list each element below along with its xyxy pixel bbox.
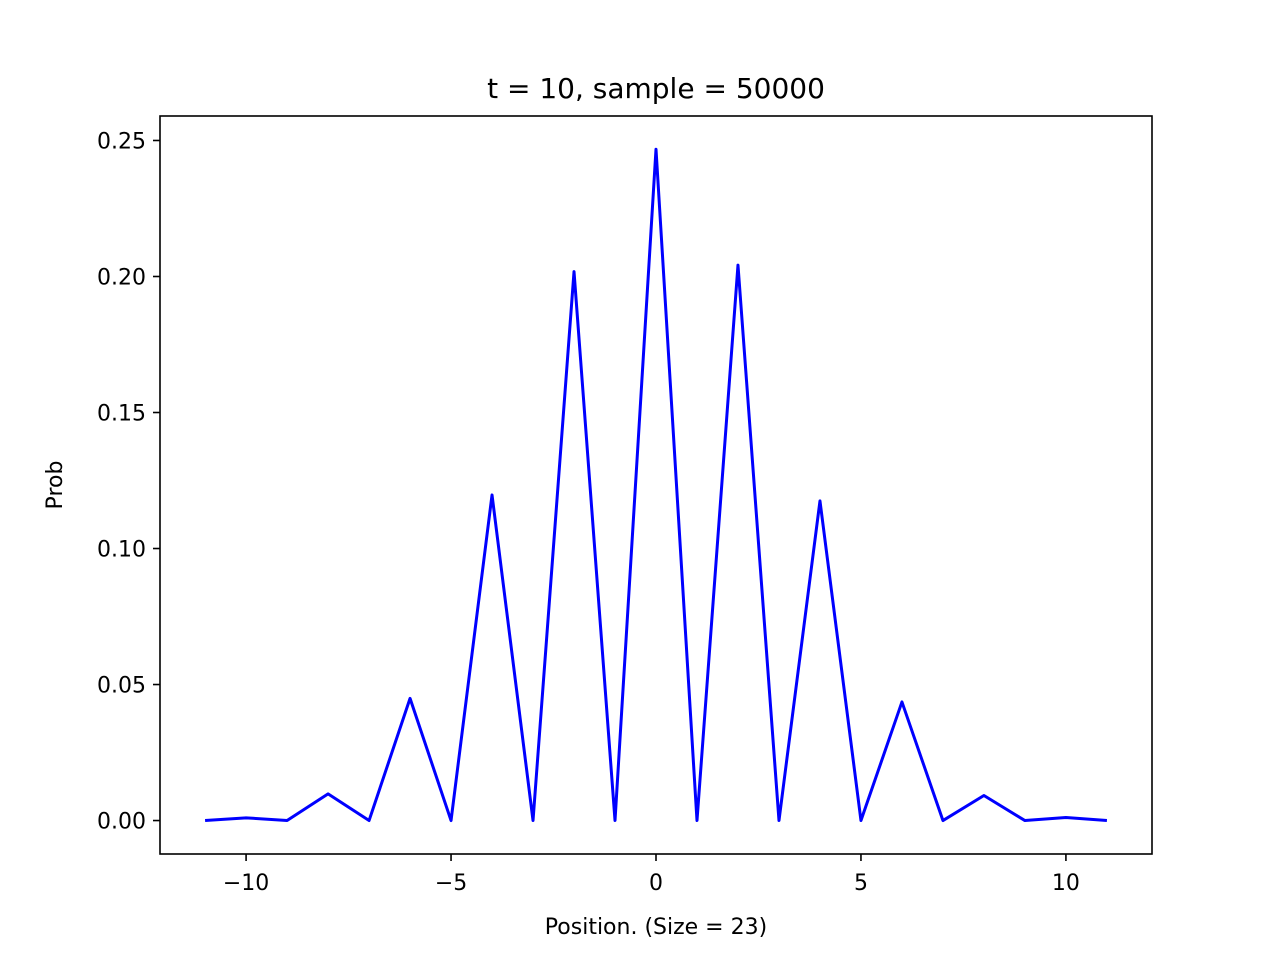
x-tick-label: 5 [854, 871, 868, 896]
plot-area-frame [159, 115, 1153, 855]
x-tick-label: 10 [1052, 871, 1080, 896]
y-tick-label: 0.25 [97, 129, 146, 154]
y-tick-label: 0.20 [97, 265, 146, 290]
x-tick-label: −5 [435, 871, 467, 896]
y-tick-label: 0.00 [97, 810, 146, 835]
x-axis-ticks: −10 −5 0 5 10 [223, 854, 1080, 896]
y-tick-label: 0.15 [97, 402, 146, 427]
x-axis-label: Position. (Size = 23) [545, 915, 767, 940]
y-axis-label: Prob [43, 461, 68, 510]
x-tick-label: −10 [223, 871, 269, 896]
series-lines [204, 147, 1108, 823]
x-tick-label: 0 [649, 871, 663, 896]
y-tick-label: 0.10 [97, 538, 146, 563]
y-tick-label: 0.05 [97, 674, 146, 699]
chart-title: t = 10, sample = 50000 [487, 72, 825, 105]
series-line-0 [204, 147, 1108, 823]
y-axis-ticks: 0.00 0.05 0.10 0.15 0.20 0.25 [97, 129, 160, 835]
